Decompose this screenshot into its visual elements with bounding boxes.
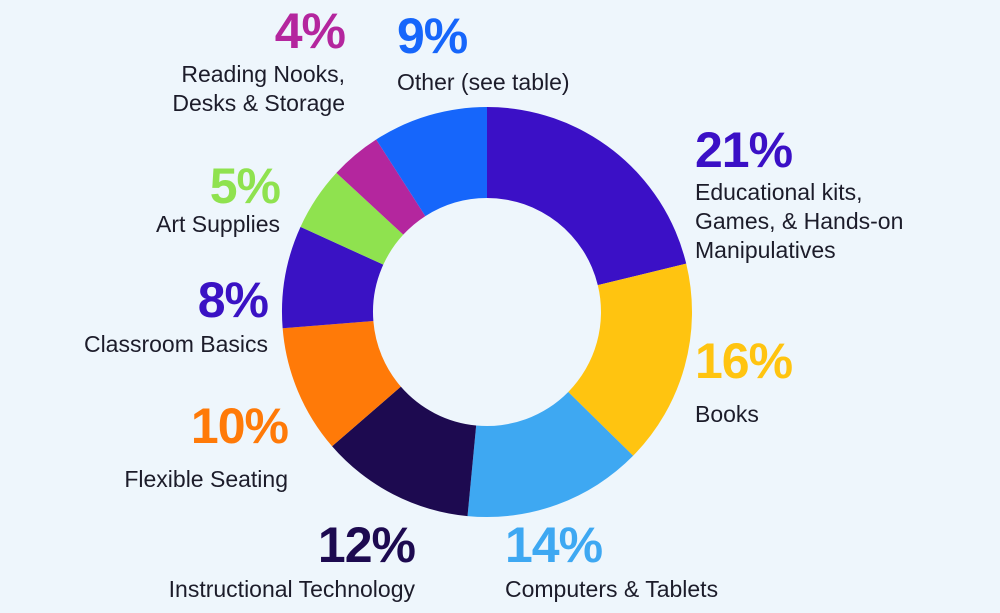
category-label: Art Supplies [155, 211, 280, 237]
percent-label: 10% [190, 398, 289, 454]
donut-slice [282, 321, 401, 447]
category-label: Educational kits, Games, & Hands-on Mani… [695, 179, 904, 263]
donut-slice [332, 386, 477, 517]
donut-slice [568, 263, 692, 456]
donut-slice [487, 107, 687, 286]
percent-label: 16% [695, 333, 793, 389]
donut-slice [376, 107, 487, 217]
donut-slice [282, 226, 384, 329]
category-label: Books [695, 401, 759, 427]
percent-label: 12% [317, 517, 416, 573]
percent-label: 9% [397, 8, 468, 64]
category-label: Other (see table) [397, 69, 570, 95]
donut-slice [300, 172, 404, 265]
donut-slice [467, 391, 634, 517]
percent-label: 8% [197, 272, 269, 328]
percent-label: 5% [209, 158, 281, 214]
donut-slice [336, 139, 426, 235]
category-label: Classroom Basics [83, 331, 268, 357]
percent-label: 4% [274, 3, 346, 59]
category-label: Flexible Seating [124, 466, 288, 492]
category-label: Instructional Technology [168, 576, 415, 602]
category-label: Reading Nooks, Desks & Storage [172, 61, 345, 116]
percent-label: 14% [505, 517, 603, 573]
percent-label: 21% [695, 122, 793, 178]
category-label: Computers & Tablets [505, 576, 719, 602]
